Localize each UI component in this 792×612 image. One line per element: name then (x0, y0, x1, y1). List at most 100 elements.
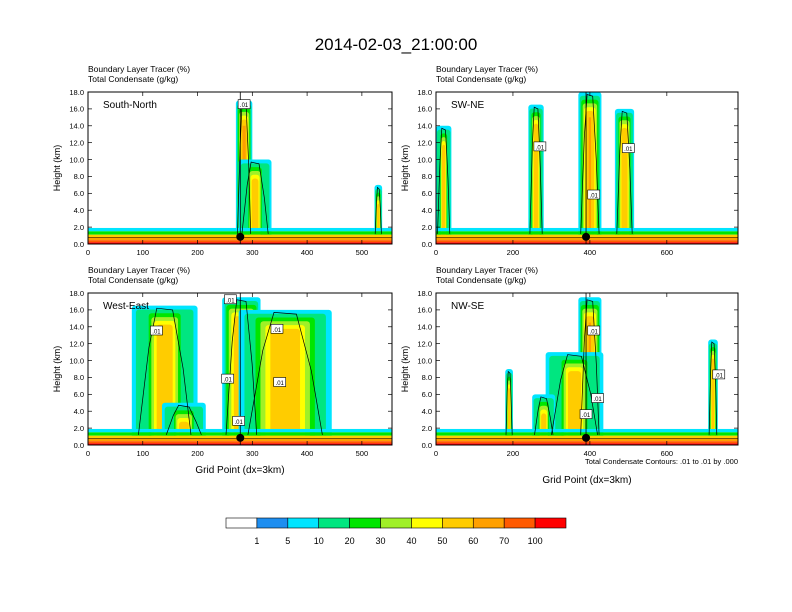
y-tick-label: 2.0 (422, 223, 432, 232)
section-marker-dot (582, 433, 591, 442)
colorbar-label: 50 (437, 536, 447, 546)
section-marker-dot (236, 232, 245, 241)
condensate-contour (247, 312, 323, 435)
panel-title-condensate: Total Condensate (g/kg) (436, 74, 526, 84)
condensate-contour (138, 307, 192, 435)
contour-label: .01 (533, 141, 547, 151)
plume-layer (251, 178, 259, 239)
contour-label: .01 (232, 416, 245, 426)
panel-label: South-North (103, 100, 157, 111)
panel-south-north: Boundary Layer Tracer (%)Total Condensat… (52, 64, 393, 257)
y-tick-label: 18.0 (69, 88, 84, 97)
y-tick-label: 8.0 (422, 373, 432, 382)
y-tick-label: 12.0 (417, 138, 432, 147)
y-tick-label: 12.0 (69, 339, 84, 348)
x-tick-label: 500 (356, 248, 369, 257)
contour-label: .01 (237, 99, 251, 109)
contour-label-text: .01 (582, 413, 591, 419)
y-tick-label: 14.0 (417, 323, 432, 332)
y-tick-label: 6.0 (422, 189, 432, 198)
y-tick-label: 4.0 (422, 206, 432, 215)
panel-title-condensate: Total Condensate (g/kg) (88, 74, 178, 84)
condensate-contour (708, 341, 718, 435)
boundary-layer-band (436, 240, 738, 243)
tracer-plume (578, 92, 602, 239)
colorbar-swatch (318, 517, 350, 529)
condensate-contour (580, 299, 600, 435)
panel-title-tracer: Boundary Layer Tracer (%) (436, 265, 538, 275)
colorbar-label: 100 (528, 536, 543, 546)
plume-layer (568, 371, 581, 440)
y-tick-label: 0.0 (74, 240, 84, 249)
boundary-layer-band (436, 242, 738, 244)
y-tick-label: 6.0 (74, 390, 84, 399)
y-tick-label: 4.0 (422, 407, 432, 416)
condensate-contour (241, 161, 269, 234)
contour-label: .01 (712, 369, 726, 380)
colorbar-swatch (349, 517, 381, 529)
plume-layer (621, 127, 628, 239)
boundary-layer-band (436, 428, 738, 433)
x-tick-label: 0 (434, 248, 438, 257)
colorbar-label: 40 (406, 536, 416, 546)
y-tick-label: 16.0 (69, 306, 84, 315)
x-tick-label: 200 (191, 449, 204, 458)
contour-label-box (712, 369, 726, 380)
tracer-field: .01 .01 .01 (436, 92, 738, 244)
panel-label: West-East (103, 301, 149, 312)
y-tick-label: 12.0 (69, 138, 84, 147)
colorbar-swatch (380, 517, 412, 529)
y-tick-label: 2.0 (74, 424, 84, 433)
condensate-contour (374, 186, 382, 234)
contour-label: .01 (273, 377, 287, 387)
boundary-layer-band (436, 441, 738, 444)
condensate-contour (225, 299, 258, 435)
x-tick-label: 400 (301, 449, 314, 458)
y-tick-label: 0.0 (422, 441, 432, 450)
x-tick-label: 0 (86, 449, 90, 458)
contour-label: .01 (587, 189, 601, 200)
contour-label: .01 (622, 143, 635, 153)
y-tick-label: 0.0 (422, 240, 432, 249)
contour-label-box (237, 99, 251, 109)
colorbar-swatch (411, 517, 443, 529)
y-tick-label: 10.0 (69, 356, 84, 365)
panel-west-east: Boundary Layer Tracer (%)Total Condensat… (52, 265, 393, 476)
y-tick-label: 8.0 (74, 373, 84, 382)
y-tick-label: 18.0 (69, 289, 84, 298)
panel-title-tracer: Boundary Layer Tracer (%) (88, 64, 190, 74)
plot-frame (435, 91, 739, 245)
y-axis-label: Height (km) (52, 145, 62, 192)
y-axis-label: Height (km) (400, 145, 410, 192)
y-tick-label: 14.0 (417, 122, 432, 131)
colorbar-label: 60 (468, 536, 478, 546)
figure-title: 2014-02-03_21:00:00 (315, 35, 478, 54)
y-tick-label: 18.0 (417, 88, 432, 97)
x-tick-label: 600 (661, 449, 674, 458)
condensate-contour (529, 106, 543, 234)
contour-label-box (150, 325, 163, 336)
colorbar-label: 5 (285, 536, 290, 546)
contour-label-text: .01 (234, 420, 243, 426)
contour-label-text: .01 (276, 381, 285, 387)
x-tick-label: 600 (661, 248, 674, 257)
condensate-contour (165, 404, 202, 436)
colorbar-label: 20 (345, 536, 355, 546)
colorbar-swatch (472, 517, 505, 529)
panel-nw-se: Boundary Layer Tracer (%) Total Condensat… (400, 265, 739, 486)
contour-note: Total Condensate Contours: .01 to .01 by… (585, 457, 738, 466)
x-axis-label: Grid Point (dx=3km) (542, 475, 631, 486)
y-tick-label: 10.0 (69, 155, 84, 164)
contour-label-text: .01 (226, 298, 235, 304)
contour-label-text: .01 (590, 330, 599, 336)
panel-label: NW-SE (451, 301, 484, 312)
x-tick-label: 300 (246, 449, 259, 458)
y-axis-label: Height (km) (52, 346, 62, 393)
contour-label-box (579, 409, 593, 419)
contour-label: .01 (579, 409, 593, 419)
contour-label-text: .01 (590, 194, 599, 200)
contour-label: .01 (270, 324, 284, 334)
boundary-layer-band (436, 443, 738, 445)
contour-label-text: .01 (152, 330, 161, 336)
